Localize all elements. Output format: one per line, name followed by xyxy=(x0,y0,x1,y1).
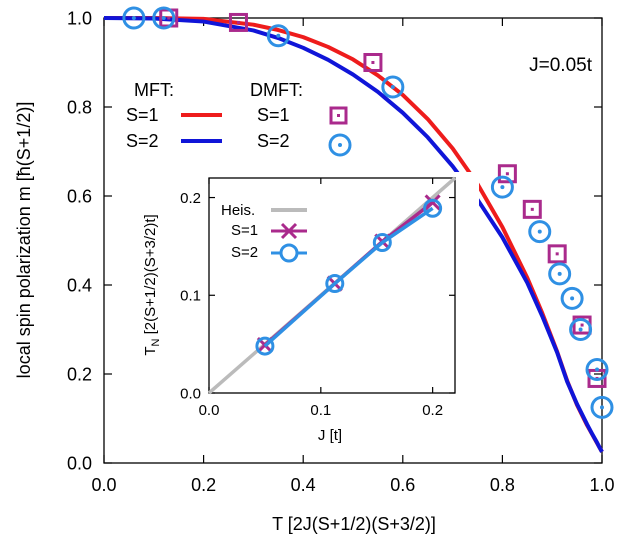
dmft-s-1-data-point xyxy=(228,12,248,32)
dmft-s-2-data-point xyxy=(528,220,552,244)
main-x-axis-label: T [2J(S+1/2)(S+3/2)] xyxy=(272,514,436,534)
dmft-s-2-data-point xyxy=(590,395,614,419)
inset-legend-s1-label: S=1 xyxy=(231,222,258,239)
legend-dmft-s2-label: S=2 xyxy=(257,131,290,151)
inset-background xyxy=(175,172,479,454)
dmft-s-2-data-point xyxy=(560,286,584,310)
x-tick-label: 0.4 xyxy=(291,475,316,495)
dmft-s-1-data-point xyxy=(497,164,517,184)
inset-y-axis-label: TN [2(S+1/2)(S+3/2)t] xyxy=(142,214,162,355)
y-tick-label: 0.0 xyxy=(67,453,92,473)
y-tick-label: 0.4 xyxy=(67,275,92,295)
s-2-data-point xyxy=(372,233,392,252)
main-axis-ticks: 0.0 0.2 0.4 0.6 0.8 1.0 0.0 0.2 0.4 0.6 0.8 1.0 xyxy=(67,8,615,495)
x-tick-label: 0.6 xyxy=(390,475,415,495)
legend-dmft-s1-marker xyxy=(329,106,348,125)
inset-legend-heis-label: Heis. xyxy=(221,202,255,219)
y-tick-label: 0.1 xyxy=(180,288,201,305)
dmft-s-2-data-point xyxy=(585,358,609,382)
legend-dmft-header: DMFT: xyxy=(250,80,303,100)
inset-legend-s2-label: S=2 xyxy=(231,244,258,261)
x-tick-label: 0.2 xyxy=(191,475,216,495)
dmft-s-2-data-point xyxy=(152,6,176,30)
y-tick-label: 0.2 xyxy=(67,364,92,384)
s-2-data-point xyxy=(325,274,345,294)
x-tick-label: 0.0 xyxy=(91,475,116,495)
dmft-s-2-data-point xyxy=(266,24,290,48)
y-tick-label: 1.0 xyxy=(67,8,92,28)
dmft-s-2-data-point xyxy=(490,175,514,199)
inset-plot-frame xyxy=(208,177,456,394)
inset-x-axis-label: J [t] xyxy=(318,427,342,444)
s-2-series-line xyxy=(263,206,434,348)
main-legend: MFT: DMFT: S=1 S=2 S=1 S=2 xyxy=(126,80,352,157)
inset-legend: Heis. S=1 S=2 xyxy=(221,202,307,263)
dmft-s-1-data-point xyxy=(547,244,567,264)
y-tick-label: 0.2 xyxy=(180,190,201,207)
y-tick-label: 0.6 xyxy=(67,186,92,206)
x-tick-label: 0.2 xyxy=(422,402,443,419)
s-2-data-point xyxy=(423,198,443,218)
dmft-s-2-data-point xyxy=(548,262,572,286)
main-plot-frame xyxy=(103,17,603,464)
inset-series-layer xyxy=(207,176,457,395)
x-tick-label: 0.1 xyxy=(310,402,331,419)
dmft-s-2-data-point xyxy=(381,75,405,99)
legend-mft-header: MFT: xyxy=(134,80,174,100)
legend-dmft-s1-label: S=1 xyxy=(257,105,290,125)
dmft-s-2-data-point xyxy=(569,318,593,341)
x-tick-label: 0.8 xyxy=(490,475,515,495)
inset-legend-s1-marker xyxy=(271,222,307,240)
inset-legend-s2-marker xyxy=(271,243,307,263)
inset-axis-ticks: 0.0 0.1 0.2 0.0 0.1 0.2 xyxy=(180,178,455,419)
main-y-axis-label: local spin polarization m [ħ(S+1/2)] xyxy=(14,102,34,379)
x-tick-label: 1.0 xyxy=(589,475,614,495)
x-tick-label: 0.0 xyxy=(199,402,220,419)
y-tick-label: 0.0 xyxy=(180,385,201,402)
dmft-s-1-data-point xyxy=(522,199,542,219)
dmft-s-1-data-point xyxy=(363,53,383,72)
dmft-s-2-data-point xyxy=(122,6,146,30)
legend-mft-s2-label: S=2 xyxy=(126,131,159,151)
s-2-data-point xyxy=(255,336,275,356)
j-parameter-annotation: J=0.05t xyxy=(529,55,593,76)
legend-dmft-s2-marker xyxy=(328,133,352,157)
y-tick-label: 0.8 xyxy=(67,97,92,117)
legend-mft-s1-label: S=1 xyxy=(126,105,159,125)
s-1-data-point xyxy=(424,194,441,211)
